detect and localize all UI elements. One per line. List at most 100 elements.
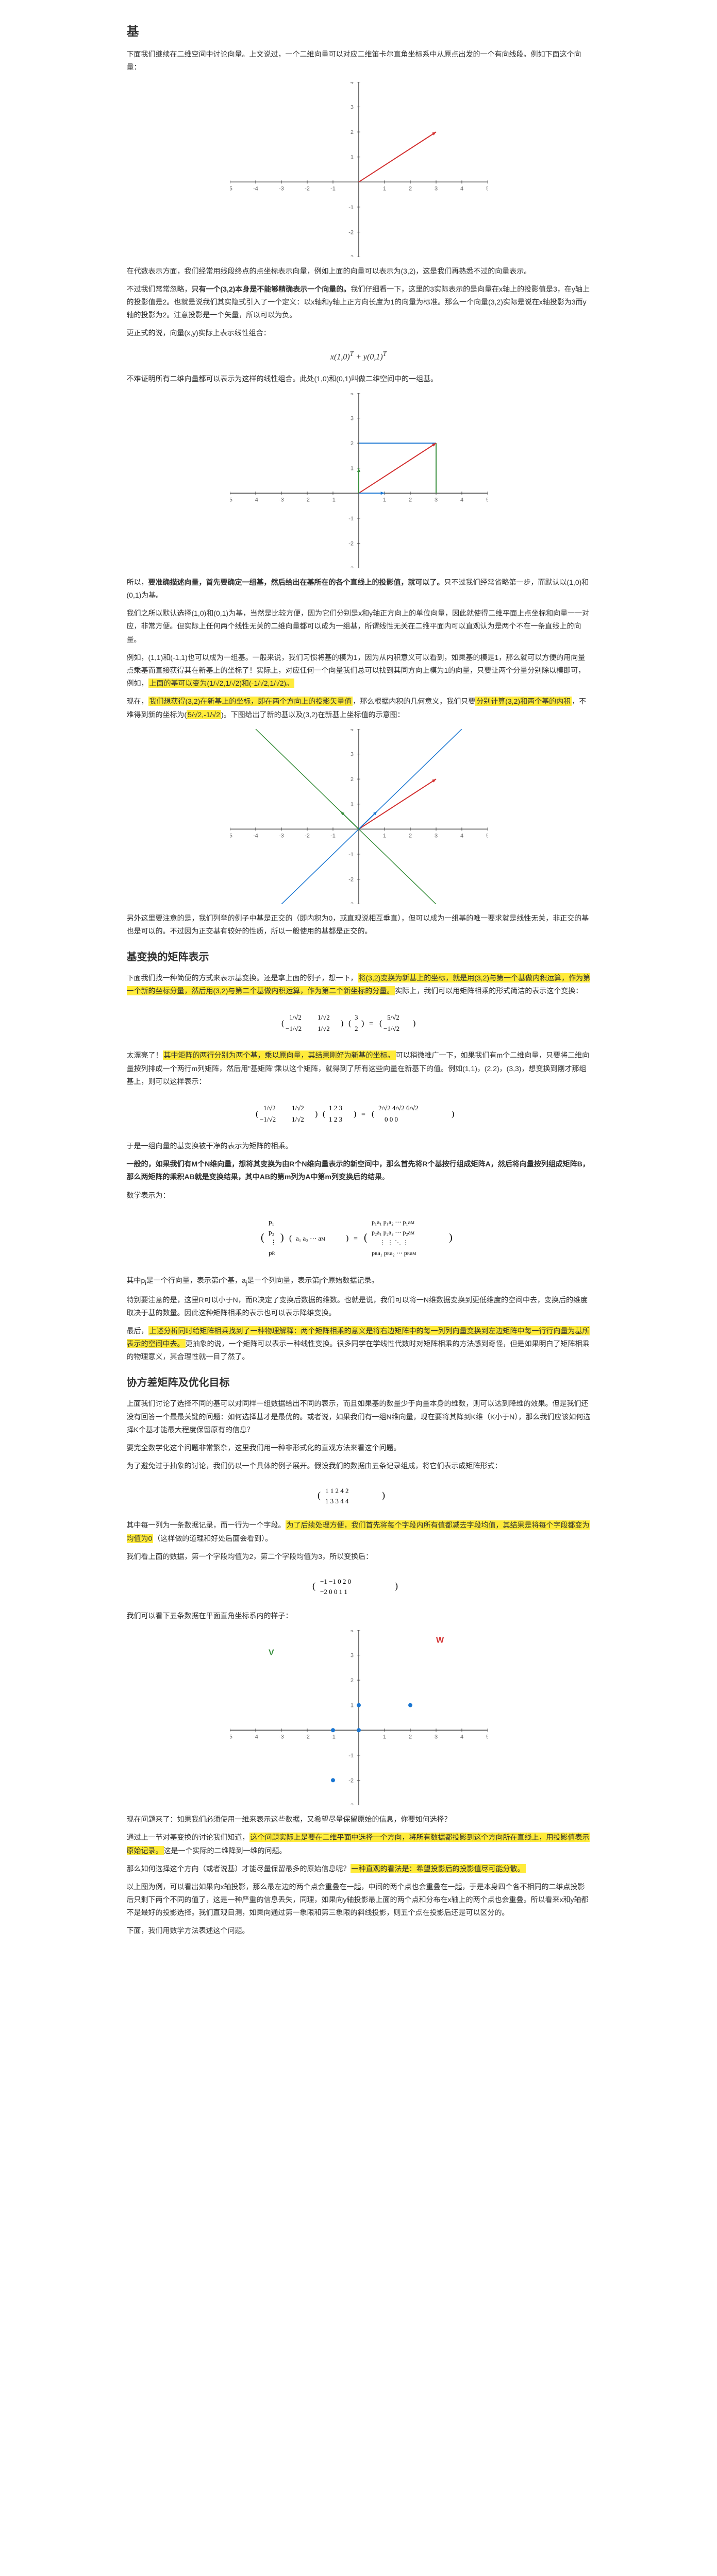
- chart-4: -5-4-3-2-112345-3-2-11234WV: [127, 1630, 591, 1805]
- para: 通过上一节对基变换的讨论我们知道，这个问题实际上是要在二维平面中选择一个方向，将…: [127, 1831, 591, 1857]
- svg-text:5: 5: [486, 1734, 487, 1740]
- svg-text:-3: -3: [348, 566, 354, 568]
- svg-text:1/√2: 1/√2: [292, 1115, 304, 1123]
- para: 下面，我们用数学方法表述这个问题。: [127, 1924, 591, 1937]
- chart-2: -5-4-3-2-112345-3-2-11234: [127, 393, 591, 568]
- svg-text:4: 4: [460, 185, 463, 192]
- svg-text:2/√2 4/√2 6/√2: 2/√2 4/√2 6/√2: [378, 1104, 419, 1112]
- svg-text:-3: -3: [279, 497, 284, 503]
- svg-text:3: 3: [434, 497, 437, 503]
- svg-text:-1: -1: [348, 852, 354, 858]
- svg-text:3: 3: [434, 1734, 437, 1740]
- svg-text:4: 4: [350, 82, 353, 86]
- svg-text:-4: -4: [253, 833, 258, 839]
- svg-text:): ): [413, 1019, 415, 1028]
- para: 要完全数学化这个问题非常繁杂，这里我们用一种非形式化的直观方法来看这个问题。: [127, 1442, 591, 1454]
- svg-text:pR: pR: [269, 1249, 275, 1257]
- svg-text:(: (: [323, 1110, 325, 1118]
- svg-text:-3: -3: [279, 185, 284, 192]
- svg-text:1/√2: 1/√2: [318, 1025, 330, 1032]
- svg-text:−1/√2: −1/√2: [383, 1025, 399, 1032]
- svg-text:3: 3: [350, 751, 353, 757]
- para: 为了避免过于抽象的讨论，我们仍以一个具体的例子展开。假设我们的数据由五条记录组成…: [127, 1460, 591, 1472]
- svg-text:): ): [361, 1019, 364, 1028]
- para: 太漂亮了！其中矩阵的两行分别为两个基，乘以原向量，其结果刚好为新基的坐标。可以稍…: [127, 1049, 591, 1088]
- svg-text:4: 4: [460, 1734, 463, 1740]
- para: 不过我们常常忽略，只有一个(3,2)本身是不能够精确表示一个向量的。我们仔细看一…: [127, 283, 591, 322]
- svg-text:1/√2: 1/√2: [318, 1013, 330, 1021]
- svg-text:3: 3: [350, 1653, 353, 1659]
- svg-text:1/√2: 1/√2: [263, 1104, 276, 1112]
- para: 下面我们继续在二维空间中讨论向量。上文说过，一个二维向量可以对应二维笛卡尔直角坐…: [127, 48, 591, 74]
- svg-text:0 0 0: 0 0 0: [385, 1115, 398, 1123]
- svg-text:): ): [354, 1110, 356, 1118]
- svg-text:2: 2: [350, 776, 353, 783]
- svg-text:): ): [382, 1490, 385, 1501]
- svg-text:-4: -4: [253, 1734, 258, 1740]
- svg-text:(: (: [281, 1019, 284, 1028]
- para: 不难证明所有二维向量都可以表示为这样的线性组合。此处(1,0)和(0,1)叫做二…: [127, 372, 591, 385]
- para: 其中每一列为一条数据记录，而一行为一个字段。为了后续处理方便，我们首先将每个字段…: [127, 1519, 591, 1545]
- svg-text:5: 5: [486, 185, 487, 192]
- svg-text:1: 1: [382, 497, 386, 503]
- svg-text:-1: -1: [348, 204, 354, 210]
- para: 其中pi是一个行向量，表示第i个基，aj是一个列向量，表示第j个原始数据记录。: [127, 1274, 591, 1289]
- svg-text:=: =: [361, 1111, 365, 1118]
- svg-text:): ): [315, 1110, 318, 1118]
- svg-text:3: 3: [350, 104, 353, 110]
- svg-text:=: =: [354, 1235, 358, 1243]
- svg-text:2: 2: [408, 833, 411, 839]
- para: 数学表示为：: [127, 1189, 591, 1202]
- svg-text:(: (: [318, 1490, 321, 1501]
- svg-text:-5: -5: [230, 497, 232, 503]
- svg-text:−1/√2: −1/√2: [260, 1115, 276, 1123]
- para: 我们看上面的数据，第一个字段均值为2，第二个字段均值为3，所以变换后：: [127, 1550, 591, 1563]
- svg-text:1: 1: [350, 1703, 353, 1709]
- svg-text:p₂a₁ p₂a₂ ⋯ p₂aM: p₂a₁ p₂a₂ ⋯ p₂aM: [372, 1229, 414, 1236]
- svg-text:W: W: [436, 1636, 444, 1645]
- svg-text:2: 2: [408, 1734, 411, 1740]
- svg-text:4: 4: [460, 833, 463, 839]
- svg-text:5: 5: [486, 833, 487, 839]
- svg-text:p₂: p₂: [269, 1228, 274, 1236]
- para: 最后，上述分析同时给矩阵相乘找到了一种物理解释：两个矩阵相乘的意义是将右边矩阵中…: [127, 1325, 591, 1364]
- svg-text:): ): [452, 1110, 454, 1118]
- svg-text:-2: -2: [305, 497, 310, 503]
- svg-text:): ): [346, 1234, 348, 1243]
- svg-text:(: (: [372, 1110, 374, 1118]
- svg-text:-2: -2: [348, 876, 354, 883]
- svg-text:⋮: ⋮: [270, 1239, 277, 1246]
- svg-text:-2: -2: [305, 833, 310, 839]
- svg-text:): ): [395, 1581, 398, 1591]
- para: 另外这里要注意的是，我们列举的例子中基是正交的（即内积为0，或直观说相互垂直），…: [127, 912, 591, 938]
- svg-text:1: 1: [350, 154, 353, 160]
- para: 所以，要准确描述向量，首先要确定一组基，然后给出在基所在的各个直线上的投影值，就…: [127, 576, 591, 602]
- svg-text:−1/√2: −1/√2: [286, 1025, 302, 1032]
- svg-text:(: (: [364, 1232, 368, 1243]
- svg-text:): ): [449, 1232, 453, 1243]
- svg-text:-2: -2: [305, 185, 310, 192]
- svg-text:4: 4: [350, 1630, 353, 1634]
- para: 于是一组向量的基变换被干净的表示为矩阵的相乘。: [127, 1140, 591, 1153]
- svg-text:2: 2: [408, 185, 411, 192]
- para: 上面我们讨论了选择不同的基可以对同样一组数据给出不同的表示，而且如果基的数量少于…: [127, 1397, 591, 1436]
- svg-text:-3: -3: [348, 902, 354, 904]
- svg-text:-5: -5: [230, 185, 232, 192]
- para: 下面我们找一种简便的方式来表示基变换。还是拿上面的例子，想一下，将(3,2)变换…: [127, 972, 591, 997]
- svg-text:1: 1: [382, 1734, 386, 1740]
- svg-text:(: (: [312, 1581, 315, 1591]
- page-title: 基: [127, 21, 591, 43]
- para: 我们可以看下五条数据在平面直角坐标系内的样子：: [127, 1609, 591, 1622]
- para: 特别要注意的是，这里R可以小于N，而R决定了变换后数据的维数。也就是说，我们可以…: [127, 1294, 591, 1319]
- svg-text:1: 1: [382, 833, 386, 839]
- svg-text:2: 2: [408, 497, 411, 503]
- para: 以上图为例，可以看出如果向x轴投影，那么最左边的两个点会重叠在一起，中间的两个点…: [127, 1880, 591, 1920]
- math-formula: x(1,0)T + y(0,1)T: [127, 348, 591, 365]
- svg-text:(: (: [348, 1019, 351, 1028]
- svg-text:-3: -3: [279, 1734, 284, 1740]
- svg-text:3: 3: [355, 1013, 358, 1021]
- svg-text:-2: -2: [305, 1734, 310, 1740]
- para: 那么如何选择这个方向（或者说基）才能尽量保留最多的原始信息呢？一种直观的看法是：…: [127, 1862, 591, 1875]
- svg-text:-2: -2: [348, 229, 354, 235]
- svg-text:−1 −1 0 2 0: −1 −1 0 2 0: [320, 1578, 351, 1585]
